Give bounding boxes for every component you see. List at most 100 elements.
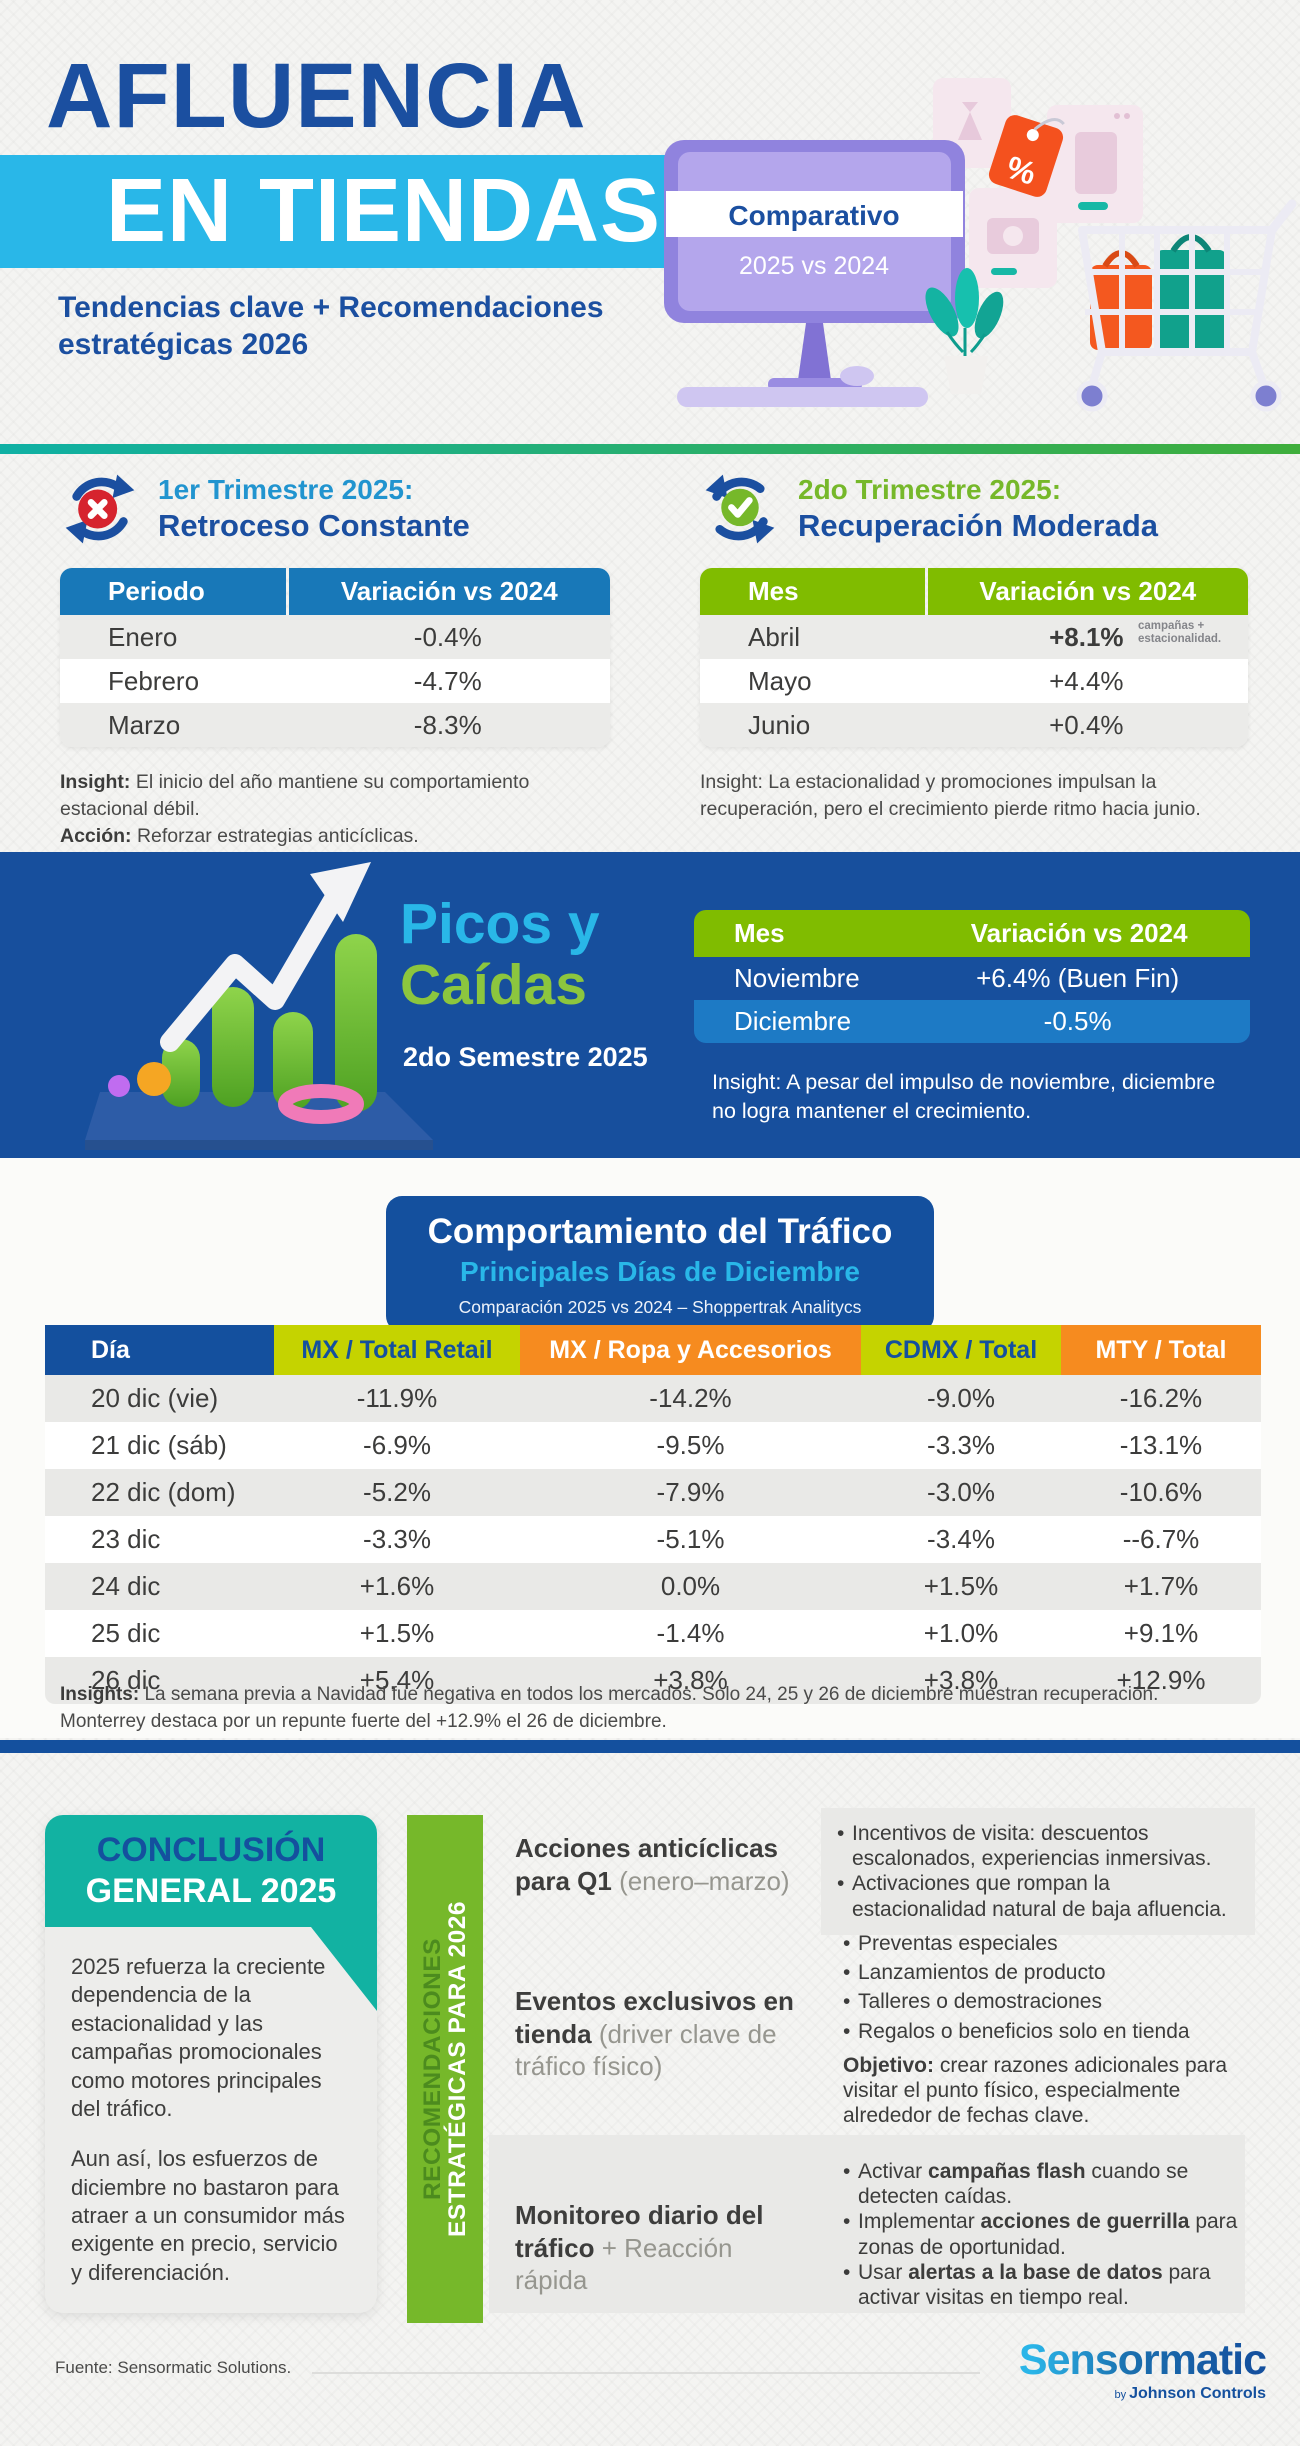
cell-month: Junio [748,709,811,740]
green-bars [162,934,377,1112]
semester2-insight: Insight: A pesar del impulso de noviembr… [712,1068,1237,1125]
mouse-icon [840,366,874,386]
action-label: Acción: [60,824,132,847]
table-row: 25 dic +1.5% -1.4% +1.0% +9.1% [45,1610,1261,1657]
rec1-title-light: (enero–marzo) [619,1865,790,1896]
page-title-line2: EN TIENDAS [106,161,662,261]
q2-title-main: Recuperación Moderada [798,508,1159,543]
orange-sphere [137,1062,171,1096]
brand-name: Sensormatic [1018,2336,1267,2384]
sidebar-line1: RECOMENDACIONES [418,1937,446,2201]
recommendation-row-3: Monitoreo diario del tráfico + Reacción … [489,2135,1245,2313]
discount-tag-icon: % [988,115,1065,197]
table-row: 24 dic +1.6% 0.0% +1.5% +1.7% [45,1563,1261,1610]
title-band: EN TIENDAS [0,155,748,268]
header-illustration: % Comparativo 2025 vs 2024 [620,60,1300,440]
cell-month: Abril [748,621,801,652]
table-row: 26 dic +5.4% +3.8% +3.8% +12.9% [45,1657,1261,1704]
q2-col-header-variation: Variación vs 2024 [927,568,1248,615]
action-text: Reforzar estrategias anticíclicas. [136,824,419,847]
q2-insight: Insight: La estacionalidad y promociones… [700,769,1248,823]
page-subtitle-line2: estratégicas 2026 [58,328,309,362]
cycle-recovery-icon [705,474,775,544]
traffic-insights: Insights: La semana previa a Navidad fue… [60,1682,1250,1735]
monitor-illustration: Comparativo 2025 vs 2024 [664,140,965,407]
insight-label: Insight: [700,771,763,793]
traffic-table-header: Día MX / Total Retail MX / Ropa y Acceso… [45,1325,1261,1375]
section-divider [0,1740,1300,1753]
page-subtitle-line1: Tendencias clave + Recomendaciones [58,291,604,324]
insight-label: Insight: [712,1070,782,1094]
traffic-table: Día MX / Total Retail MX / Ropa y Acceso… [45,1325,1261,1704]
sensormatic-logo: Sensormatic by Johnson Controls [1018,2336,1267,2403]
table-row: Enero -0.4% [60,615,610,659]
q1-col-header-period: Periodo [60,568,286,615]
cell-month: Enero [108,621,178,652]
check-icon [728,497,753,518]
conclusion-body: 2025 refuerza la creciente dependencia d… [45,1927,377,2313]
cell-month: Febrero [108,665,200,696]
peaks-title-line1: Picos y [400,892,600,956]
insights-line2: Monterrey destaca por un repunte fuerte … [60,1710,667,1732]
cell-value: +0.4% [1049,709,1124,740]
cell-value: -0.5% [1043,1006,1112,1036]
table-row: 22 dic (dom) -5.2% -7.9% -3.0% -10.6% [45,1469,1261,1516]
insights-label: Insights: [60,1684,140,1705]
cycle-decline-icon [65,474,135,544]
bar-chart-3d-illustration [55,852,455,1152]
q2-table: Mes Variación vs 2024 Abril +8.1% campañ… [700,568,1248,747]
list-item: Usar alertas a la base de datos para act… [843,2260,1239,2310]
q2-title-accent: 2do Trimestre 2025: [798,474,1062,505]
header-divider [0,444,1300,454]
rec2-title-bold: Eventos exclusivos en tienda [515,1986,794,2049]
table-row: Abril +8.1% campañas + estacionalidad. [700,615,1248,659]
col-header-month: Mes [734,918,785,948]
q1-title-accent: 1er Trimestre 2025: [158,474,414,505]
col-header-mty: MTY / Total [1061,1325,1261,1375]
col-header-mx-retail: MX / Total Retail [274,1325,520,1375]
cell-value: +8.1% campañas + estacionalidad. [925,615,1248,659]
list-item: Regalos o beneficios solo en tienda [843,2019,1243,2044]
rec3-title-light: + Reacción rápida [515,2232,733,2296]
conclusion-title-line1: CONCLUSIÓN [96,1831,326,1870]
conclusion-paragraph-2: Aun así, los esfuerzos de diciembre no b… [71,2146,345,2285]
q1-title-main: Retroceso Constante [158,508,470,543]
cell-value: -4.7% [413,665,482,696]
brand-subline: by Johnson Controls [1114,2385,1266,2402]
objective-label: Objetivo: [843,2054,935,2077]
q1-table: Periodo Variación vs 2024 Enero -0.4% Fe… [60,568,610,747]
conclusion-title-line2: GENERAL 2025 [85,1872,337,1910]
peaks-title-line2: Caídas [400,952,587,1017]
col-header-cdmx: CDMX / Total [861,1325,1061,1375]
section-peaks-falls: Picos y Caídas 2do Semestre 2025 Mes Var… [0,852,1300,1158]
table-row: Mayo +4.4% [700,659,1248,703]
insight-text: El inicio del año mantiene su comportami… [60,771,530,820]
col-header-variation: Variación vs 2024 [970,918,1188,948]
rec2-objective: Objetivo: crear razones adicionales para… [843,2053,1258,2129]
list-item: Activaciones que rompan la estacionalida… [837,1871,1239,1921]
traffic-note: Comparación 2025 vs 2024 – Shoppertrak A… [458,1297,862,1317]
q1-col-header-variation: Variación vs 2024 [288,568,610,615]
conclusion-header: CONCLUSIÓN GENERAL 2025 [45,1815,377,2011]
trend-arrow-icon [160,862,371,1052]
shopping-illustration: % Comparativo 2025 vs 2024 [664,78,1297,412]
list-item: Implementar acciones de guerrilla para z… [843,2209,1239,2259]
product-card-camera-icon [969,188,1057,288]
cell-value: +4.4% [1049,665,1124,696]
rec3-title: Monitoreo diario del tráfico + Reacción … [515,2199,810,2297]
page-subtitle: Tendencias clave + Recomendaciones estra… [58,289,604,363]
cell-value: -8.3% [413,709,482,740]
rec1-bullets: Incentivos de visita: descuentos escalon… [821,1808,1255,1935]
pink-donut [278,1084,364,1124]
table-row: Diciembre -0.5% [694,1000,1250,1043]
col-header-day: Día [45,1325,274,1375]
x-icon [87,499,108,519]
table-row: Marzo -8.3% [60,703,610,747]
rec2-title: Eventos exclusivos en tienda (driver cla… [515,1985,820,2083]
cell-month: Diciembre [734,1006,852,1036]
insight-text: A pesar del impulso de noviembre, diciem… [712,1070,1216,1123]
april-note: campañas + estacionalidad. [1138,620,1222,645]
traffic-subtitle: Principales Días de Diciembre [460,1256,860,1287]
footer-divider [312,2372,980,2374]
